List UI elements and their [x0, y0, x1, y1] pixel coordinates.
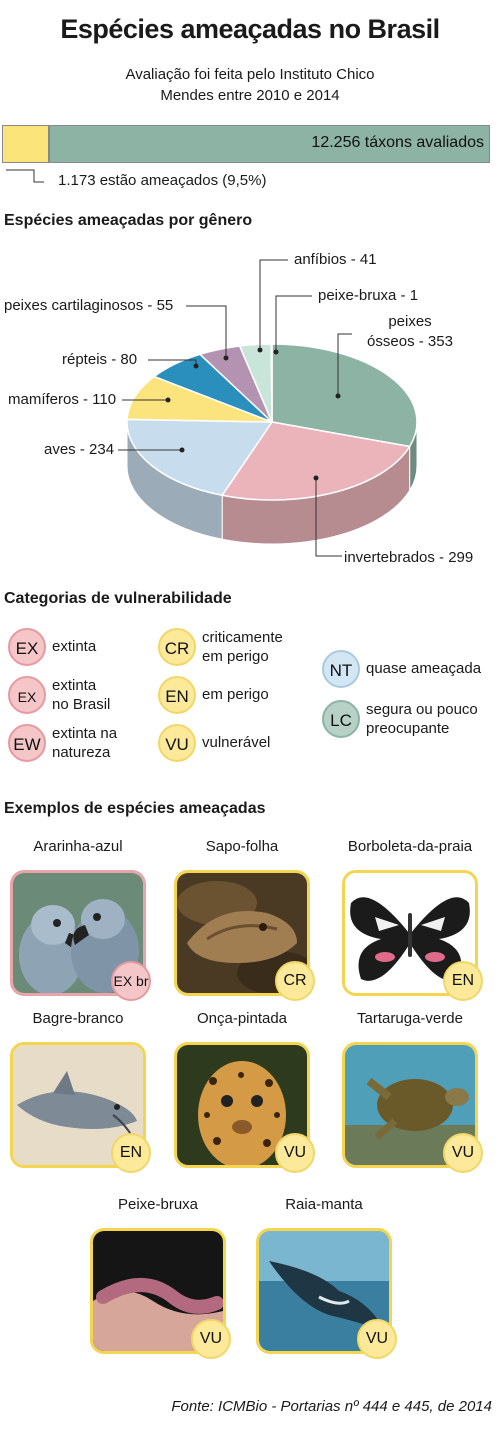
category-badge-ew: EW [8, 724, 46, 762]
species-card-ararinha-azul: EX br [10, 870, 151, 1001]
species-card-bagre-branco: EN [10, 1042, 151, 1173]
species-card-onca-pintada: VU [174, 1042, 315, 1173]
category-label-en: em perigo [202, 686, 269, 703]
species-name-ararinha-azul: Ararinha-azul [33, 838, 123, 855]
page-subtitle: Avaliação foi feita pelo Instituto Chico… [60, 64, 440, 106]
pie-label-peixe-bruxa: peixe-bruxa - 1 [318, 287, 418, 304]
species-examples: Ararinha-azul EX br Sapo-folha CR Borbolet… [0, 830, 500, 1390]
category-label-nt: quase ameaçada [366, 660, 482, 677]
species-card-raia-manta: VU [256, 1228, 397, 1359]
leader-dot-mamiferos [165, 397, 171, 403]
page-title: Espécies ameaçadas no Brasil [60, 14, 440, 44]
threatened-segment [2, 125, 49, 163]
species-name-onca-pintada: Onça-pintada [196, 1010, 288, 1027]
category-badge-vu: VU [158, 724, 196, 762]
leader-dot-peixes-cartilaginosos [223, 355, 229, 361]
section-title-categories: Categorias de vulnerabilidade [4, 590, 232, 607]
pie-label-aves: aves - 234 [44, 441, 114, 458]
species-status-bagre-branco: EN [111, 1133, 151, 1173]
threatened-by-group-pie: peixes ósseos - 353 invertebrados - 299 ave… [4, 251, 473, 566]
category-label-cr: criticamente em perigo [202, 629, 283, 665]
leader-dot-peixe-bruxa [273, 349, 279, 355]
leader-invertebrados [315, 478, 342, 557]
pie-label-invertebrados: invertebrados - 299 [344, 549, 473, 566]
pie-slice-peixes-osseos [271, 343, 418, 448]
species-name-borboleta-da-praia: Borboleta-da-praia [347, 838, 473, 855]
pie-label-peixes-osseos: peixes ósseos - 353 [367, 313, 453, 350]
leader-anfibios [259, 259, 288, 350]
section-title-examples: Exemplos de espécies ameaçadas [4, 800, 266, 817]
species-card-sapo-folha: CR [174, 870, 315, 1001]
leader-dot-anfibios [257, 347, 263, 353]
subtitle-line-2: Mendes entre 2010 e 2014 [160, 87, 340, 104]
threatened-leader-line [6, 169, 44, 183]
category-badge-ex: EX [8, 628, 46, 666]
category-badge-cr: CR [158, 628, 196, 666]
pie-label-anfibios: anfíbios - 41 [294, 251, 377, 268]
species-name-raia-manta: Raia-manta [285, 1196, 363, 1213]
category-label-ex-br: extinta no Brasil [52, 677, 111, 713]
total-evaluated-label: 12.256 táxons avaliados [311, 134, 484, 151]
category-badge-ex-br: EX br [8, 676, 46, 743]
pie-slice-peixe-bruxa [270, 343, 273, 423]
leader-dot-peixes-osseos [335, 393, 341, 399]
category-label-ew: extinta na natureza [52, 725, 118, 761]
species-status-raia-manta: VU [357, 1319, 397, 1359]
species-status-peixe-bruxa: VU [191, 1319, 231, 1359]
leader-dot-repteis [193, 363, 199, 369]
vulnerability-categories: EX extinta EX brextintano BrasilEWextinta … [0, 620, 500, 780]
species-status-tartaruga-verde: VU [443, 1133, 483, 1173]
species-card-peixe-bruxa: VU [90, 1228, 231, 1359]
species-name-peixe-bruxa: Peixe-bruxa [117, 1196, 199, 1213]
leader-peixes-cartilaginosos [186, 305, 227, 358]
pie-slice-mamiferos [126, 375, 273, 423]
evaluated-segment [49, 125, 490, 163]
species-status-ararinha-azul: EX br [111, 961, 151, 1001]
species-card-tartaruga-verde: VU [342, 1042, 483, 1173]
evaluated-taxa-bar: 12.256 táxons avaliados [2, 125, 490, 163]
leader-peixes-osseos [337, 333, 352, 396]
category-label-vu: vulnerável [202, 734, 271, 751]
leader-dot-invertebrados [313, 475, 319, 481]
species-name-tartaruga-verde: Tartaruga-verde [357, 1010, 463, 1027]
section-title-by-group: Espécies ameaçadas por gênero [4, 212, 253, 229]
species-name-sapo-folha: Sapo-folha [205, 838, 279, 855]
leader-dot-aves [179, 447, 185, 453]
species-status-sapo-folha: CR [275, 961, 315, 1001]
category-badge-nt: NT [322, 650, 360, 688]
pie-label-repteis: répteis - 80 [62, 351, 137, 368]
species-status-onca-pintada: VU [275, 1133, 315, 1173]
category-badge-en: EN [158, 676, 196, 714]
category-badge-lc: LC [322, 700, 360, 738]
category-label-ex: extinta [52, 638, 97, 655]
pie-slice-aves [126, 418, 274, 497]
leader-peixe-bruxa [275, 295, 312, 352]
pie-slice-invertebrados [220, 421, 411, 501]
pie-label-mamiferos: mamíferos - 110 [8, 391, 116, 408]
threatened-label: 1.173 estão ameaçados (9,5%) [58, 172, 267, 189]
species-card-borboleta-da-praia: EN [342, 870, 483, 1001]
parrot-photo [13, 873, 143, 993]
category-label-lc: segura ou pouco preocupante [366, 701, 478, 737]
species-name-bagre-branco: Bagre-branco [32, 1010, 124, 1027]
subtitle-line-1: Avaliação foi feita pelo Instituto Chico [125, 66, 375, 83]
species-status-borboleta-da-praia: EN [443, 961, 483, 1001]
source-note: Fonte: ICMBio - Portarias nº 444 e 445, … [171, 1398, 492, 1415]
pie-label-peixes-cartilaginosos: peixes cartilaginosos - 55 [4, 297, 173, 314]
